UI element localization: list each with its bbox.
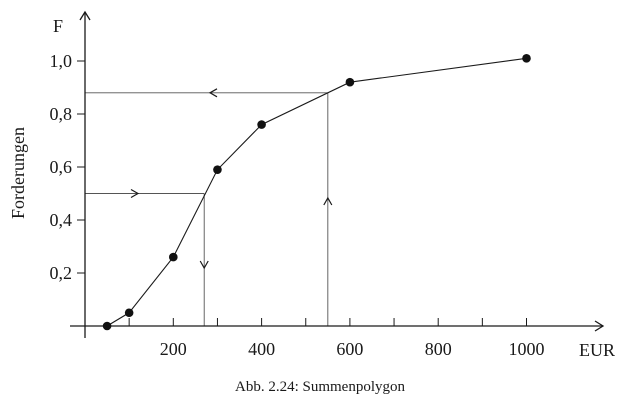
data-points xyxy=(102,54,531,331)
tick-labels: 200 400 600 800 1000 0,2 0,4 0,6 0,8 1,0 xyxy=(50,51,545,359)
y-tick-label: 0,4 xyxy=(50,210,73,230)
y-tick-label: 1,0 xyxy=(50,51,73,71)
y-tick-label: 0,6 xyxy=(50,157,73,177)
ticks xyxy=(77,60,527,326)
data-point xyxy=(124,308,134,318)
data-point xyxy=(169,252,178,262)
axes xyxy=(70,10,605,338)
x-axis-title: EUR xyxy=(579,340,615,360)
guide-arrowhead xyxy=(323,196,333,206)
guide-arrowhead xyxy=(199,260,209,270)
data-point xyxy=(345,77,355,87)
x-tick-label: 1000 xyxy=(509,339,545,359)
x-tick-label: 800 xyxy=(425,339,452,359)
data-point xyxy=(102,321,112,331)
x-tick-label: 200 xyxy=(160,339,187,359)
y-axis-arrowhead xyxy=(79,10,91,21)
x-tick-label: 600 xyxy=(336,339,363,359)
guide-lines xyxy=(85,88,333,326)
series-line xyxy=(106,57,527,327)
y-axis-symbol: F xyxy=(53,16,63,36)
data-point xyxy=(522,54,531,63)
guide-arrowhead xyxy=(130,188,140,199)
x-tick-label: 400 xyxy=(248,339,275,359)
series-line xyxy=(106,57,527,327)
figure-caption: Abb. 2.24: Summenpolygon xyxy=(235,379,406,395)
y-tick-label: 0,2 xyxy=(50,263,73,283)
x-axis-arrowhead xyxy=(594,320,605,332)
data-point xyxy=(257,120,266,129)
guide-arrowhead xyxy=(208,88,218,98)
y-tick-label: 0,8 xyxy=(50,104,73,124)
data-point xyxy=(213,165,222,174)
y-axis-title: Forderungen xyxy=(8,127,28,219)
